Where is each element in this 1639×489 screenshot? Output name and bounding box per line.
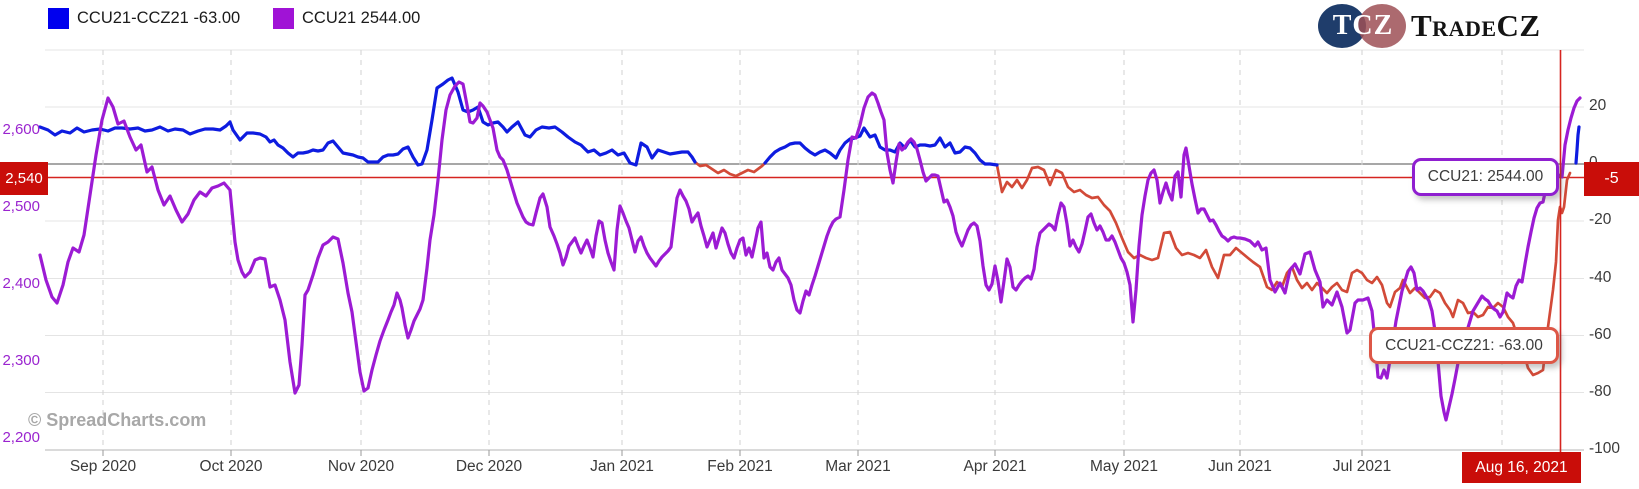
x-axis-tick-label: Oct 2020 [199,458,263,475]
logo-wordmark: TradeCZ [1411,7,1541,43]
logo-red-circle-icon [1358,4,1406,48]
price-series-swatch-icon [273,8,294,29]
watermark: © SpreadCharts.com [28,410,207,430]
left-axis-tick-label: 2,200 [2,429,40,446]
legend-item-price[interactable]: CCU21 2544.00 [273,8,420,29]
tradecz-logo: TCZ TradeCZ [1318,2,1541,49]
spread-series-swatch-icon [48,8,69,29]
date-crosshair-badge: Aug 16, 2021 [1462,452,1581,483]
right-axis-crosshair-badge: -5 [1584,162,1639,196]
right-axis-tick-label: -20 [1589,211,1612,228]
legend-label-price: CCU21 2544.00 [302,9,421,27]
x-axis-tick-label: Mar 2021 [825,458,891,475]
legend-label-spread: CCU21-CCZ21 -63.00 [77,9,241,27]
x-axis-tick-label: Sep 2020 [69,458,137,475]
left-axis-tick-label: 2,600 [2,121,40,138]
spread-tooltip: CCU21-CCZ21: -63.00 [1369,327,1559,364]
left-axis-tick-label: 2,300 [2,352,40,369]
left-axis-crosshair-badge: 2,540 [0,162,48,195]
x-axis-tick-label: Nov 2020 [327,458,395,475]
right-axis-tick-label: -40 [1589,268,1612,286]
left-axis-tick-label: 2,400 [2,275,40,292]
x-axis-tick-label: Jan 2021 [590,458,654,475]
price-tooltip: CCU21: 2544.00 [1412,158,1559,196]
right-axis-tick-label: -100 [1589,440,1621,457]
left-axis-tick-label: 2,500 [2,198,40,215]
x-axis-tick-label: Apr 2021 [963,458,1027,475]
logo-circles-icon: TCZ [1318,2,1408,49]
x-axis-tick-label: Jul 2021 [1332,458,1392,475]
right-axis-tick-label: -60 [1589,325,1612,343]
x-axis-tick-label: Feb 2021 [707,458,773,475]
logo-monogram: TCZ [1332,9,1394,41]
x-axis-tick-label: May 2021 [1089,458,1159,475]
x-axis-tick-label: Dec 2020 [455,458,523,475]
right-axis-tick-label: 20 [1589,97,1607,114]
right-axis-tick-label: -80 [1589,382,1612,400]
legend-item-spread[interactable]: CCU21-CCZ21 -63.00 [48,8,240,29]
x-axis-tick-label: Jun 2021 [1208,458,1272,475]
